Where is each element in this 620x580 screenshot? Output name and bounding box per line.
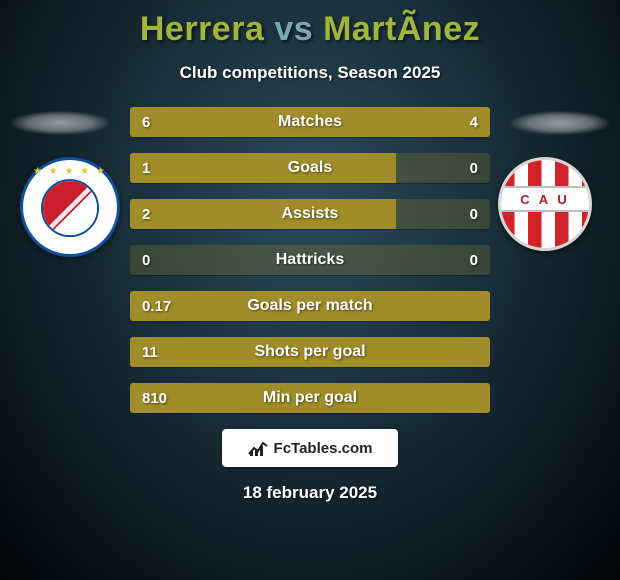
stat-row: 20Assists (130, 199, 490, 229)
stat-row: 11Shots per goal (130, 337, 490, 367)
crest-flag-icon (43, 181, 97, 235)
comparison-bars: 64Matches 10Goals 20Assists 00Hattricks 0.17… (130, 107, 490, 413)
club-crest-right: C A U (498, 157, 598, 257)
page-title: Herrera vs MartÃ­nez (0, 0, 620, 49)
branding-badge: FcTables.com (222, 429, 398, 467)
stat-label: Min per goal (130, 383, 490, 413)
fctables-logo-icon (248, 439, 268, 457)
stat-row: 0.17Goals per match (130, 291, 490, 321)
title-player-right: MartÃ­nez (323, 10, 480, 48)
title-player-left: Herrera (140, 10, 264, 48)
crest-band: C A U (501, 186, 589, 212)
subtitle: Club competitions, Season 2025 (0, 63, 620, 83)
crest-inner (41, 179, 99, 237)
stat-row: 64Matches (130, 107, 490, 137)
stat-label: Assists (130, 199, 490, 229)
crest-shield: C A U (498, 157, 592, 251)
stat-label: Goals per match (130, 291, 490, 321)
stat-row: 00Hattricks (130, 245, 490, 275)
stat-label: Shots per goal (130, 337, 490, 367)
content-root: { "header": { "title_left": "Herrera", "… (0, 0, 620, 580)
crest-stars: ★ ★ ★ ★ ★ (23, 166, 117, 177)
title-vs: vs (274, 10, 313, 48)
stage: ★ ★ ★ ★ ★ C A U 64Matches 10Goals 20Assist… (0, 107, 620, 413)
stat-row: 10Goals (130, 153, 490, 183)
stat-label: Hattricks (130, 245, 490, 275)
crest-outer-ring: ★ ★ ★ ★ ★ (20, 157, 120, 257)
branding-text: FcTables.com (274, 440, 373, 457)
player-shadow-right (510, 111, 610, 135)
stat-row: 810Min per goal (130, 383, 490, 413)
footer-date: 18 february 2025 (0, 483, 620, 503)
player-shadow-left (10, 111, 110, 135)
club-crest-left: ★ ★ ★ ★ ★ (20, 157, 120, 257)
stat-label: Goals (130, 153, 490, 183)
stat-label: Matches (130, 107, 490, 137)
